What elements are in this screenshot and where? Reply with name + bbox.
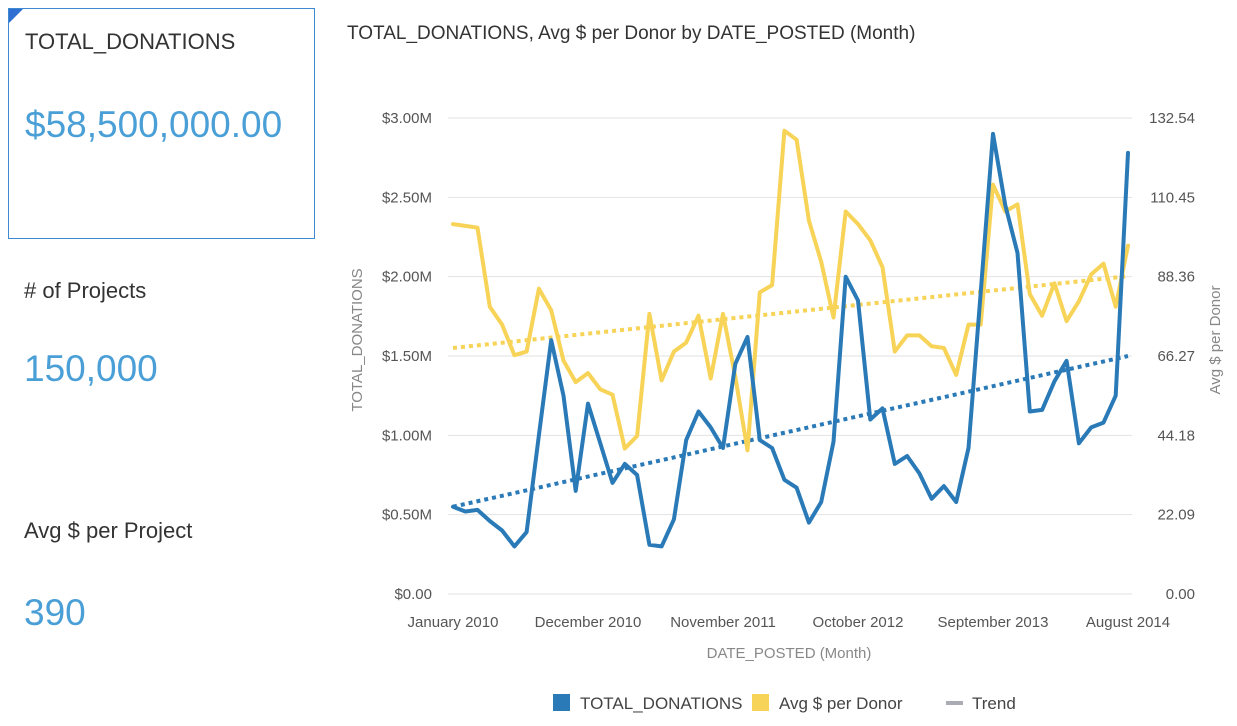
y-tick-label: $0.50M [382,507,432,524]
left-axis-ticks: $0.00 $0.50M $1.00M $1.50M $2.00M $2.50M $3.00… [382,110,432,603]
y-axis-title: TOTAL_DONATIONS [349,268,366,411]
legend-item-avg-per-donor[interactable]: Avg $ per Donor [752,694,903,713]
y2-tick-label: 66.27 [1157,348,1195,365]
series-lines[interactable] [451,128,1130,549]
x-tick-label: October 2012 [813,614,904,631]
kpi-card-projects[interactable]: # of Projects 150,000 [8,270,315,390]
kpi-card-total-donations[interactable]: TOTAL_DONATIONS $58,500,000.00 [8,8,315,239]
selected-corner-icon [9,9,23,23]
legend-item-total-donations[interactable]: TOTAL_DONATIONS [553,694,742,713]
trend-lines [452,274,1129,509]
legend-label-trend: Trend [972,694,1016,713]
x-axis-ticks: January 2010 December 2010 November 2011 Oc… [408,614,1171,631]
kpi-card-avg-per-project[interactable]: Avg $ per Project 390 [8,510,315,640]
x-tick-label: January 2010 [408,614,499,631]
series-line-total-donations[interactable] [451,131,1130,549]
y2-axis-title: Avg $ per Donor [1207,286,1224,395]
kpi-label-avg-per-project: Avg $ per Project [24,518,193,543]
y-tick-label: $2.50M [382,189,432,206]
grid-lines [448,117,1132,595]
legend-swatch-total-donations [553,694,570,711]
legend-item-trend[interactable]: Trend [946,694,1016,713]
legend-swatch-trend [946,701,963,705]
right-axis-ticks: 0.00 22.09 44.18 66.27 88.36 110.45 132.54 [1149,110,1195,603]
x-axis-title: DATE_POSTED (Month) [707,645,872,662]
y-tick-label: $3.00M [382,110,432,127]
legend-swatch-avg-per-donor [752,694,769,711]
kpi-label-total-donations: TOTAL_DONATIONS [25,29,236,54]
y2-tick-label: 110.45 [1150,189,1195,206]
trend-line-total-donations [452,354,1129,509]
y-tick-label: $2.00M [382,269,432,286]
chart-title: TOTAL_DONATIONS, Avg $ per Donor by DATE… [347,23,916,44]
x-tick-label: August 2014 [1086,614,1170,631]
y-tick-label: $1.00M [382,427,432,444]
series-line-avg-per-donor[interactable] [451,128,1130,453]
legend-label-total-donations: TOTAL_DONATIONS [580,694,742,713]
y2-tick-label: 88.36 [1157,269,1195,286]
x-tick-label: December 2010 [535,614,642,631]
kpi-value-total-donations: $58,500,000.00 [25,104,283,145]
y2-tick-label: 44.18 [1157,427,1195,444]
y-tick-label: $0.00 [394,586,432,603]
trend-line-avg-per-donor [452,274,1129,350]
y2-tick-label: 132.54 [1149,110,1195,127]
y2-tick-label: 22.09 [1157,507,1195,524]
kpi-value-avg-per-project: 390 [24,592,86,633]
legend-label-avg-per-donor: Avg $ per Donor [779,694,903,713]
x-tick-label: September 2013 [938,614,1049,631]
y2-tick-label: 0.00 [1166,586,1195,603]
kpi-label-projects: # of Projects [24,278,147,303]
x-tick-label: November 2011 [670,614,776,631]
kpi-value-projects: 150,000 [24,348,158,389]
y-tick-label: $1.50M [382,348,432,365]
legend[interactable]: TOTAL_DONATIONS Avg $ per Donor Trend [553,694,1016,713]
